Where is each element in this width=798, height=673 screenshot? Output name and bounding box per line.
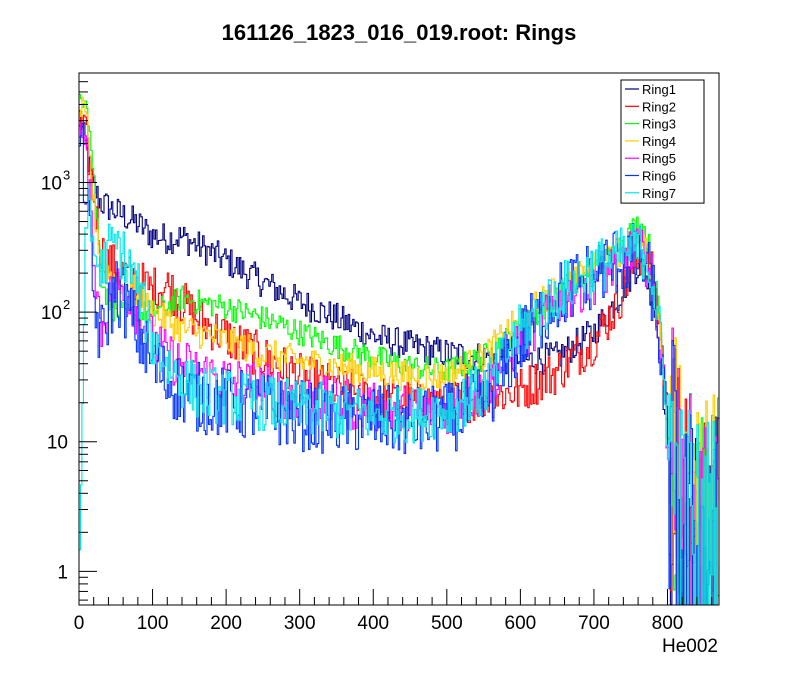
series-ring2 bbox=[79, 111, 719, 606]
y-tick-label: 10 bbox=[47, 433, 68, 454]
series-ring7 bbox=[79, 185, 719, 606]
x-axis-label: He002 bbox=[662, 636, 718, 657]
chart-title: 161126_1823_016_019.root: Rings bbox=[222, 20, 577, 45]
x-tick-label: 600 bbox=[505, 613, 537, 634]
plot-frame bbox=[78, 72, 720, 606]
x-tick-label: 800 bbox=[652, 613, 684, 634]
legend-label: Ring6 bbox=[642, 169, 676, 184]
x-tick-label: 200 bbox=[210, 613, 242, 634]
x-tick-label: 0 bbox=[74, 613, 85, 634]
legend-label: Ring1 bbox=[642, 82, 676, 97]
y-tick-label: 1 bbox=[57, 562, 68, 583]
series-ring3 bbox=[79, 93, 719, 606]
x-tick-label: 300 bbox=[284, 613, 316, 634]
y-tick-exponent: 3 bbox=[63, 168, 70, 183]
legend-label: Ring7 bbox=[642, 186, 676, 201]
legend-label: Ring4 bbox=[642, 134, 676, 149]
legend-box bbox=[620, 79, 705, 204]
x-tick-label: 400 bbox=[357, 613, 389, 634]
x-tick-label: 100 bbox=[137, 613, 169, 634]
legend-label: Ring5 bbox=[642, 151, 676, 166]
legend-label: Ring2 bbox=[642, 99, 676, 114]
y-tick-label: 10 bbox=[41, 303, 62, 324]
x-tick-label: 500 bbox=[431, 613, 463, 634]
legend: Ring1 Ring2 Ring3 Ring4 Ring5 Ring6 Ring7 bbox=[620, 79, 705, 204]
legend-label: Ring3 bbox=[642, 117, 676, 132]
x-tick-label: 700 bbox=[578, 613, 610, 634]
y-tick-label: 10 bbox=[41, 174, 62, 195]
y-tick-exponent: 2 bbox=[63, 297, 70, 312]
plot-series bbox=[79, 93, 719, 606]
